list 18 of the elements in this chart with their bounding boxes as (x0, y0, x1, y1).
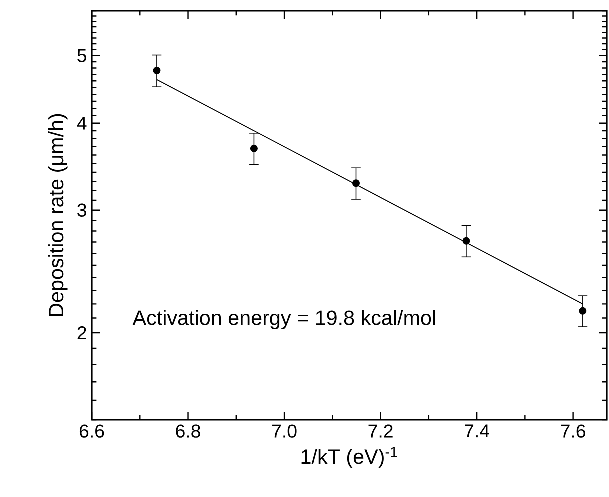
y-tick-label: 4 (77, 116, 87, 130)
x-tick-label: 7.4 (465, 424, 490, 438)
x-tick-label: 6.6 (80, 424, 104, 438)
point (153, 67, 161, 74)
x-axis-title: 1/kT (eV)$^{-1}$ (302, 447, 398, 468)
point (352, 180, 360, 188)
point (250, 144, 258, 152)
annotation: Activation energy = 19.8 kcal/mol (132, 310, 436, 330)
x-tick-label: 6.8 (176, 424, 200, 438)
x-tick-label: 7.0 (272, 424, 297, 438)
y-tick-label: 3 (78, 204, 86, 217)
y-axis-title: Deposition rate (μm/h) (48, 114, 68, 316)
y-tick-label: 2 (78, 326, 86, 340)
x-tick-label: 7.6 (561, 424, 586, 438)
point (462, 237, 470, 245)
point (579, 307, 587, 315)
x-tick-label: 7.2 (368, 424, 393, 438)
y-tick-label: 5 (78, 49, 87, 62)
